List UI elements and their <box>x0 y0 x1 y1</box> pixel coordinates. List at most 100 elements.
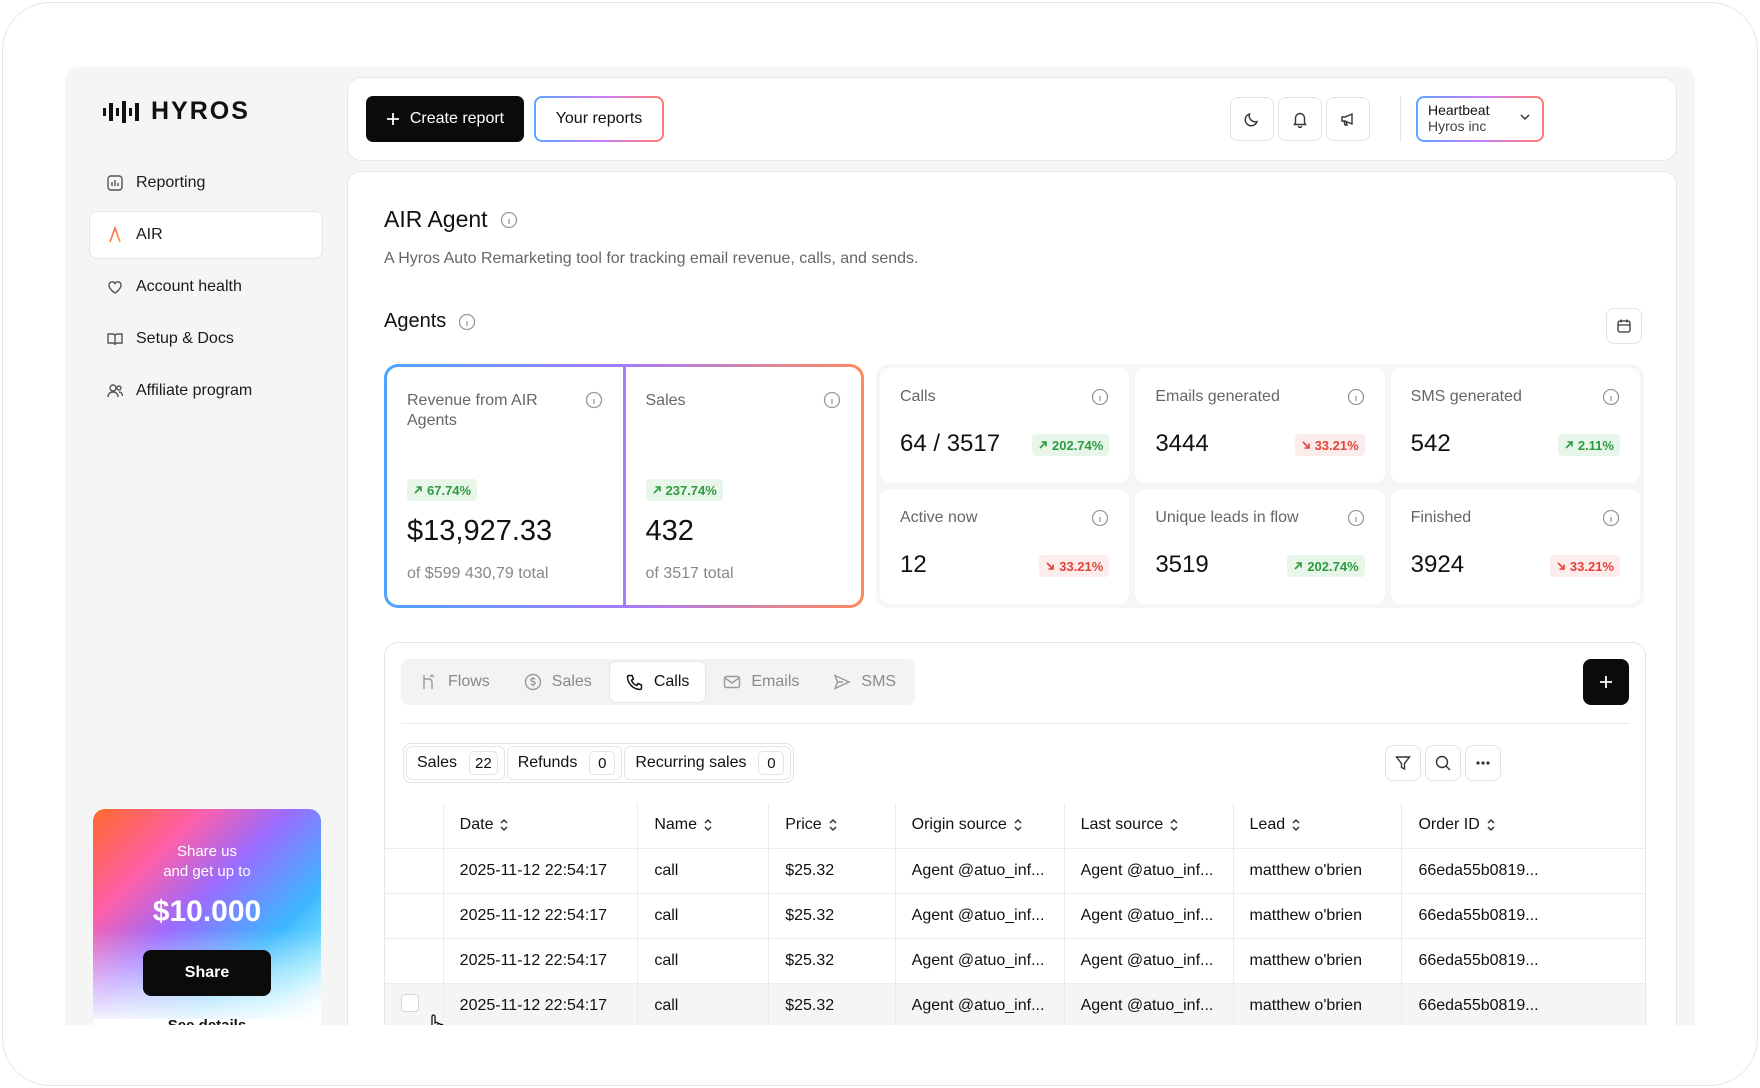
tab-sales[interactable]: Sales <box>508 662 608 702</box>
column-header-order-id[interactable]: Order ID <box>1401 803 1645 849</box>
row-checkbox[interactable] <box>401 994 419 1012</box>
segment-refunds[interactable]: Refunds 0 <box>506 746 623 780</box>
stat-label: Unique leads in flow <box>1155 509 1299 526</box>
cell-price: $25.32 <box>768 893 896 939</box>
air-logo-icon <box>106 226 124 244</box>
search-button[interactable] <box>1425 745 1461 781</box>
metric-value: 432 <box>645 515 694 547</box>
table-row[interactable]: 2025-11-12 22:54:17 call $25.32 Agent @a… <box>385 938 1645 984</box>
send-icon <box>834 674 852 690</box>
stat-card-calls[interactable]: Calls 64 / 3517 202.74% <box>880 368 1130 483</box>
info-icon[interactable] <box>1091 388 1109 406</box>
data-tabs: Flows Sales Calls Emails SMS <box>401 659 916 705</box>
metric-total: of $599 430,79 total <box>407 565 549 582</box>
arrow-down-right-icon <box>1557 562 1565 570</box>
info-icon[interactable] <box>500 211 518 229</box>
stat-card-unique-leads[interactable]: Unique leads in flow 3519 202.74% <box>1135 489 1385 604</box>
more-horizontal-icon <box>1476 761 1490 765</box>
metric-card-revenue[interactable]: Revenue from AIR Agents 67.74% $13,927.3… <box>387 367 623 605</box>
sidebar-item-label: Reporting <box>136 174 206 191</box>
tab-calls[interactable]: Calls <box>609 662 706 702</box>
stat-value: 3519 <box>1155 551 1209 578</box>
segment-count: 22 <box>469 751 498 775</box>
stat-label: Finished <box>1410 509 1472 526</box>
column-header-origin-source[interactable]: Origin source <box>895 803 1065 849</box>
date-range-button[interactable] <box>1606 308 1642 344</box>
stat-value: 542 <box>1410 430 1451 457</box>
more-options-button[interactable] <box>1465 745 1501 781</box>
table-row[interactable]: 2025-11-12 22:54:17 call $25.32 Agent @a… <box>385 983 1645 1025</box>
stat-card-active-now[interactable]: Active now 12 33.21% <box>880 489 1130 604</box>
column-header-name[interactable]: Name <box>637 803 770 849</box>
column-header-price[interactable]: Price <box>768 803 896 849</box>
stat-card-emails[interactable]: Emails generated 3444 33.21% <box>1135 368 1385 483</box>
column-header-date[interactable]: Date <box>443 803 639 849</box>
calendar-icon <box>1617 319 1631 333</box>
cell-name: call <box>637 983 770 1025</box>
filter-button[interactable] <box>1385 745 1421 781</box>
row-select-cell[interactable] <box>385 848 444 894</box>
info-icon[interactable] <box>1091 509 1109 527</box>
create-report-button[interactable]: Create report <box>366 96 524 142</box>
heart-icon <box>106 278 124 296</box>
cell-origin-source: Agent @atuo_inf... <box>895 848 1065 894</box>
sidebar-item-setup-docs[interactable]: Setup & Docs <box>89 315 323 363</box>
info-icon[interactable] <box>1347 388 1365 406</box>
sidebar-item-air[interactable]: AIR <box>89 211 323 259</box>
notifications-button[interactable] <box>1278 97 1322 141</box>
brand-name: HYROS <box>151 97 250 125</box>
column-header-lead[interactable]: Lead <box>1233 803 1403 849</box>
tab-flows[interactable]: Flows <box>404 662 506 702</box>
flows-icon <box>423 674 435 689</box>
sidebar-item-label: AIR <box>136 226 163 243</box>
metric-card-sales[interactable]: Sales 237.74% 432 of 3517 total <box>625 367 861 605</box>
column-header-last-source[interactable]: Last source <box>1064 803 1234 849</box>
plus-icon <box>1600 676 1612 688</box>
sidebar-item-label: Account health <box>136 278 242 295</box>
sort-icon <box>829 818 837 832</box>
sort-icon <box>500 818 508 832</box>
stat-card-sms[interactable]: SMS generated 542 2.11% <box>1390 368 1640 483</box>
segment-sales[interactable]: Sales 22 <box>406 746 505 780</box>
arrow-up-right-icon <box>1294 562 1303 570</box>
arrow-up-right-icon <box>1039 441 1047 449</box>
page-title: AIR Agent <box>384 206 518 233</box>
share-button[interactable]: Share <box>143 950 271 996</box>
arrow-up-right-icon <box>652 486 661 494</box>
info-icon[interactable] <box>585 391 603 409</box>
info-icon[interactable] <box>1347 509 1365 527</box>
announcements-button[interactable] <box>1326 97 1370 141</box>
arrow-up-right-icon <box>414 486 422 494</box>
hyros-logo-icon <box>103 100 139 123</box>
promo-line-1: Share us <box>176 843 238 860</box>
cell-price: $25.32 <box>768 983 896 1025</box>
info-icon[interactable] <box>1602 509 1620 527</box>
segment-recurring-sales[interactable]: Recurring sales 0 <box>624 746 792 780</box>
table-row[interactable]: 2025-11-12 22:54:17 call $25.32 Agent @a… <box>385 848 1645 894</box>
info-icon[interactable] <box>1602 388 1620 406</box>
row-select-cell[interactable] <box>385 983 444 1025</box>
tab-sms[interactable]: SMS <box>817 662 912 702</box>
data-table-card: Flows Sales Calls Emails SMS <box>384 642 1646 1025</box>
info-icon[interactable] <box>823 391 841 409</box>
row-select-cell[interactable] <box>385 938 444 984</box>
brand-logo[interactable]: HYROS <box>103 97 250 126</box>
stat-card-finished[interactable]: Finished 3924 33.21% <box>1390 489 1640 604</box>
info-icon[interactable] <box>458 313 476 331</box>
book-icon <box>106 330 124 348</box>
row-select-cell[interactable] <box>385 893 444 939</box>
account-switcher[interactable]: Heartbeat Hyros inc <box>1416 96 1544 142</box>
metric-total: of 3517 total <box>645 565 734 582</box>
add-button[interactable] <box>1583 659 1629 705</box>
search-icon <box>1435 755 1451 771</box>
sidebar-item-affiliate[interactable]: Affiliate program <box>89 367 323 415</box>
table-row[interactable]: 2025-11-12 22:54:17 call $25.32 Agent @a… <box>385 893 1645 939</box>
dollar-icon <box>524 673 541 691</box>
your-reports-button[interactable]: Your reports <box>534 96 664 142</box>
sidebar-item-account-health[interactable]: Account health <box>89 263 323 311</box>
tab-emails[interactable]: Emails <box>707 662 815 702</box>
see-details-link[interactable]: See details <box>93 1017 321 1025</box>
theme-toggle-button[interactable] <box>1230 97 1274 141</box>
sort-icon <box>1292 818 1300 832</box>
sidebar-item-reporting[interactable]: Reporting <box>89 159 323 207</box>
